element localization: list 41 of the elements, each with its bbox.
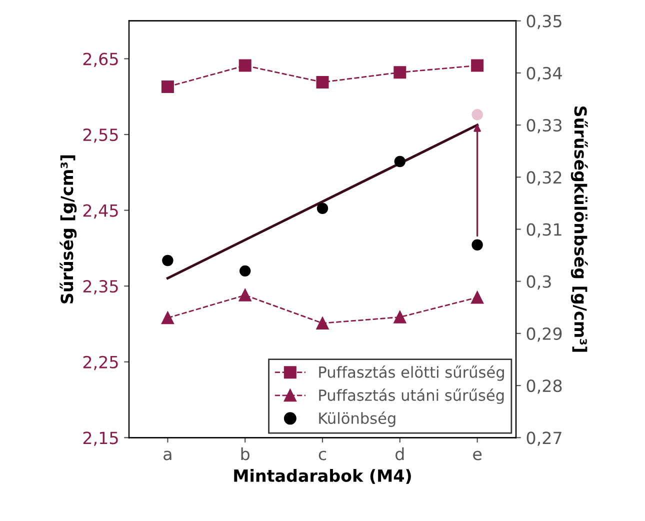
y-tick-label: 2,65 [83, 52, 118, 67]
y-tick-label: 2,35 [83, 280, 118, 294]
point [471, 291, 484, 304]
x-tick-label: e [473, 450, 482, 460]
y-tick-label: 2,45 [83, 204, 118, 219]
point [394, 310, 406, 324]
x-tick-label: d [396, 447, 404, 460]
x-tick-label: c [318, 450, 326, 460]
y-tick-label: 2,55 [83, 128, 118, 143]
x-tick-label: a [164, 450, 172, 460]
legend-label: Különbség [319, 412, 396, 427]
y2-axis-title: Sűrűségkülönbség [g/cm³] [570, 106, 588, 352]
y-axis-title: Sűrűség [g/cm³] [60, 155, 77, 304]
legend-label: Puffasztás utáni sűrűség [319, 388, 504, 404]
point [239, 265, 251, 277]
point [316, 316, 329, 330]
x-tick-label: b [241, 447, 250, 460]
point [394, 66, 406, 79]
y2-tick-label: 0,29 [526, 327, 562, 342]
point [238, 59, 252, 72]
point [316, 76, 329, 88]
y-tick-label: 2,15 [83, 432, 118, 446]
x-axis-title: Mintadarabok (M4) [234, 469, 411, 484]
point [316, 202, 328, 214]
y2-tick-label: 0,33 [526, 119, 562, 134]
y2-tick-label: 0,27 [526, 432, 562, 446]
point [162, 254, 174, 266]
point [471, 59, 484, 72]
point [472, 239, 483, 250]
point [394, 156, 406, 168]
point [161, 80, 174, 94]
y2-tick-label: 0,32 [526, 171, 562, 186]
legend-label: Puffasztás elötti sűrűség [319, 365, 504, 381]
y2-tick-label: 0,34 [526, 66, 562, 82]
y2-tick-label: 0,28 [526, 380, 562, 394]
y2-tick-label: 0,31 [526, 223, 562, 238]
y2-tick-label: 0,3 [526, 275, 551, 290]
y-tick-label: 2,25 [83, 356, 118, 370]
point [238, 288, 252, 302]
y2-tick-label: 0,35 [526, 14, 562, 30]
point [161, 312, 174, 324]
